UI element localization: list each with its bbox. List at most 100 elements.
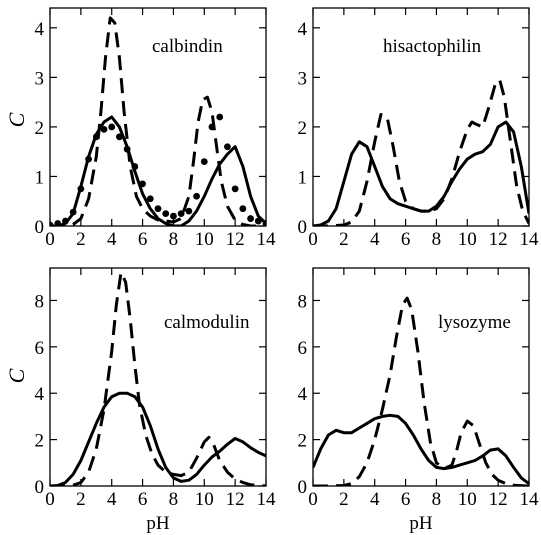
panel-3-ytick-label: 6 xyxy=(298,338,308,359)
panel-2-ytick-label: 4 xyxy=(35,384,45,405)
panel-3-xtick-label: 0 xyxy=(308,489,318,510)
panel-0-xtick-label: 8 xyxy=(169,229,179,250)
panel-0-series-2-point xyxy=(200,158,208,165)
panel-0-curves xyxy=(50,16,266,226)
panel-2-ytick-label: 2 xyxy=(35,431,45,452)
panel-1-series-1-dashed-line xyxy=(313,78,529,226)
panel-2-xtick-label: 2 xyxy=(76,489,86,510)
panel-3-curves xyxy=(313,296,529,486)
panel-1-xtick-label: 0 xyxy=(308,229,318,250)
panel-0-ytick-label: 3 xyxy=(35,68,45,89)
panel-0-series-2-point xyxy=(154,205,162,213)
panel-0-ytick-label: 1 xyxy=(35,167,45,188)
panel-0-ytick-label: 2 xyxy=(35,118,45,139)
panel-3-ytick-label: 4 xyxy=(298,384,308,405)
panel-0-xtick-label: 14 xyxy=(257,229,277,250)
panel-2-xtick-label: 12 xyxy=(226,489,245,510)
panel-0-series-2-point xyxy=(146,195,154,203)
panel-1-ytick-label: 4 xyxy=(298,19,308,40)
panel-3-title: lysozyme xyxy=(438,312,511,333)
panel-3-xtick-label: 14 xyxy=(520,489,540,510)
panel-0-ylabel: C xyxy=(4,112,29,127)
panel-1-xtick-label: 10 xyxy=(458,229,477,250)
panel-2-ytick-label: 8 xyxy=(35,291,45,312)
panel-3-frame xyxy=(312,267,530,487)
panel-2-xtick-label: 6 xyxy=(138,489,148,510)
panel-2-xtick-label: 14 xyxy=(257,489,277,510)
panel-2-ytick-label: 0 xyxy=(35,477,45,498)
panel-0-series-2-point xyxy=(92,133,100,141)
panel-0-series-2-point xyxy=(131,163,139,170)
panel-1-title: hisactophilin xyxy=(383,36,482,57)
panel-0-series-2-point xyxy=(162,210,170,218)
panel-0-series-2-point xyxy=(262,220,266,226)
panel-0-series-2-point xyxy=(170,212,177,220)
panel-3-ytick-label: 2 xyxy=(298,431,308,452)
panel-0-series-2-point xyxy=(50,221,54,226)
panel-0-series-2-point xyxy=(177,210,185,218)
panel-1-xtick-label: 6 xyxy=(401,229,411,250)
panel-3-xtick-label: 8 xyxy=(432,489,442,510)
panel-3-series-0-solid-line xyxy=(313,413,529,485)
panel-2-xtick-label: 8 xyxy=(169,489,179,510)
panel-0-series-2-point xyxy=(123,145,131,153)
panel-3-xlabel: pH xyxy=(409,513,433,534)
panel-0-series-2-point xyxy=(108,123,116,131)
panel-3-xtick-label: 12 xyxy=(489,489,508,510)
panel-3-xtick-label: 2 xyxy=(339,489,349,510)
panel-2-xtick-label: 4 xyxy=(107,489,117,510)
panel-3-series-1-dashed-line xyxy=(313,296,529,486)
panel-1-ytick-label: 3 xyxy=(298,68,308,89)
panel-0-ytick-label: 0 xyxy=(35,217,45,238)
panel-2-ytick-label: 6 xyxy=(35,338,45,359)
panel-0-series-2-point xyxy=(85,155,92,163)
panel-3-xtick-label: 4 xyxy=(370,489,380,510)
panel-3-xtick-label: 6 xyxy=(401,489,411,510)
panel-1-frame xyxy=(312,7,530,227)
panel-1-xtick-label: 2 xyxy=(339,229,349,250)
panel-0-series-2-point xyxy=(216,113,224,121)
panel-0-series-2-point xyxy=(139,180,146,188)
panel-2-xtick-label: 10 xyxy=(195,489,214,510)
panel-0-series-2-point xyxy=(54,220,62,226)
panel-0-frame xyxy=(49,7,267,227)
panel-0-series-2-point xyxy=(193,192,200,200)
panel-0-series-2-point xyxy=(116,133,123,141)
panel-1-xtick-label: 4 xyxy=(370,229,380,250)
panel-0-series-1-dashed-line xyxy=(50,16,266,226)
panel-0-xtick-label: 10 xyxy=(195,229,214,250)
panel-1-xtick-label: 12 xyxy=(489,229,508,250)
panel-1-ytick-label: 0 xyxy=(298,217,308,238)
panel-0-xtick-label: 4 xyxy=(107,229,117,250)
panel-0-series-2-point xyxy=(77,185,85,193)
panel-2-curves xyxy=(50,271,266,486)
panel-2-xtick-label: 0 xyxy=(45,489,55,510)
panel-0-series-2-point xyxy=(239,205,247,213)
panel-0-ytick-label: 4 xyxy=(35,19,45,40)
panel-0-series-2-point xyxy=(100,125,108,133)
panel-0-xtick-label: 0 xyxy=(45,229,55,250)
panel-2-series-0-solid-line xyxy=(50,391,266,486)
panel-1-ytick-label: 1 xyxy=(298,167,308,188)
panel-2-xlabel: pH xyxy=(146,513,170,534)
panel-1-xtick-label: 8 xyxy=(432,229,442,250)
panel-0-series-2-point xyxy=(208,123,216,131)
panel-0-xtick-label: 12 xyxy=(226,229,245,250)
panel-2-ylabel: C xyxy=(4,368,29,383)
panel-3-xtick-label: 10 xyxy=(458,489,477,510)
panel-3-ytick-label: 0 xyxy=(298,477,308,498)
panel-3-ytick-label: 8 xyxy=(298,291,308,312)
panel-0-title: calbindin xyxy=(152,36,223,57)
panel-1-ytick-label: 2 xyxy=(298,118,308,139)
panel-0-series-2-point xyxy=(254,217,262,225)
panel-2-frame xyxy=(49,267,267,487)
